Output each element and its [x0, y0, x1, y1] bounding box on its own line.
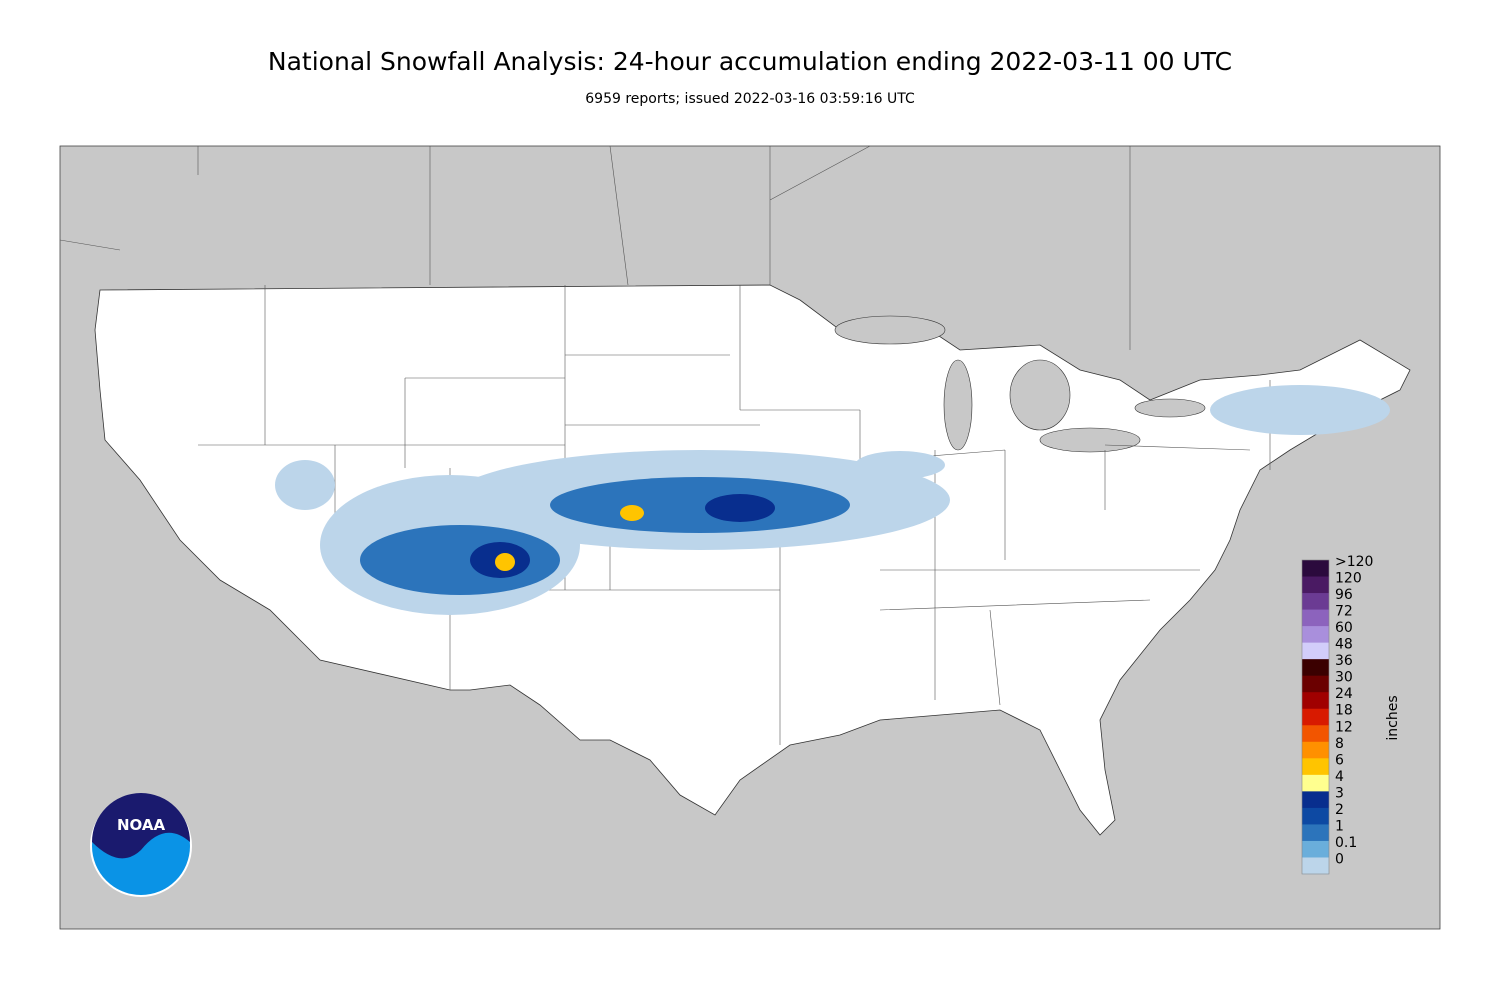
legend-label: 8 — [1335, 736, 1344, 752]
legend-label: 1 — [1335, 818, 1344, 834]
legend-label: 12 — [1335, 719, 1353, 735]
legend-label: 96 — [1335, 587, 1353, 603]
legend-swatch — [1302, 774, 1329, 792]
legend-label: 48 — [1335, 637, 1353, 653]
legend-swatch — [1302, 741, 1329, 759]
noaa-logo: NOAA — [90, 793, 192, 897]
legend-frame — [1301, 559, 1330, 875]
legend-swatch — [1302, 840, 1329, 858]
logo-text: NOAA — [117, 816, 166, 834]
lake-superior — [834, 315, 946, 345]
legend-swatch — [1302, 857, 1329, 875]
legend-swatch — [1302, 626, 1329, 644]
legend-swatch — [1302, 642, 1329, 660]
lake-michigan — [943, 359, 973, 451]
snow-band-light — [855, 451, 945, 479]
legend-label: 6 — [1335, 752, 1344, 768]
legend-label: 36 — [1335, 653, 1353, 669]
legend-swatch — [1302, 675, 1329, 693]
legend-swatch — [1302, 758, 1329, 776]
legend-swatch — [1302, 725, 1329, 743]
legend-label: 2 — [1335, 802, 1344, 818]
snow-band-mid — [550, 477, 850, 533]
legend-label: 72 — [1335, 604, 1353, 620]
legend-swatch — [1302, 593, 1329, 611]
snow-band-mid — [360, 525, 560, 595]
legend-label: 60 — [1335, 620, 1353, 636]
subtitle: 6959 reports; issued 2022-03-16 03:59:16… — [585, 91, 915, 107]
lake-erie — [1039, 427, 1141, 453]
legend-swatch — [1302, 708, 1329, 726]
map — [59, 145, 1441, 930]
legend-swatch — [1302, 824, 1329, 842]
lake-ontario — [1134, 398, 1206, 418]
snow-band-light — [275, 460, 335, 510]
snow-core — [495, 553, 515, 571]
conus-outline — [94, 284, 1411, 836]
logo-top — [92, 793, 190, 859]
legend-swatch — [1302, 576, 1329, 594]
legend-swatch — [1302, 692, 1329, 710]
snow-band-light — [1210, 385, 1390, 435]
legend-label: 120 — [1335, 571, 1362, 587]
legend-label: 3 — [1335, 785, 1344, 801]
legend-label: 24 — [1335, 686, 1353, 702]
legend-swatch — [1302, 791, 1329, 809]
legend-label: 0.1 — [1335, 835, 1357, 851]
legend-label: 0 — [1335, 851, 1344, 867]
snowfall-shading — [275, 385, 1390, 615]
legend: inches >1201209672604836302418128643210.… — [1301, 554, 1401, 875]
legend-label: 30 — [1335, 670, 1353, 686]
lake-huron — [1009, 359, 1071, 431]
great-lakes — [834, 315, 1206, 453]
legend-swatch — [1302, 560, 1329, 578]
legend-unit: inches — [1385, 695, 1401, 740]
legend-swatch — [1302, 609, 1329, 627]
legend-label: 18 — [1335, 703, 1353, 719]
legend-swatch — [1302, 659, 1329, 677]
legend-label: >120 — [1335, 554, 1373, 570]
snow-band-heavy — [705, 494, 775, 522]
canada-borders — [59, 145, 1131, 350]
legend-swatch — [1302, 807, 1329, 825]
snow-core — [620, 505, 644, 521]
title: National Snowfall Analysis: 24-hour accu… — [268, 47, 1232, 76]
legend-label: 4 — [1335, 769, 1344, 785]
